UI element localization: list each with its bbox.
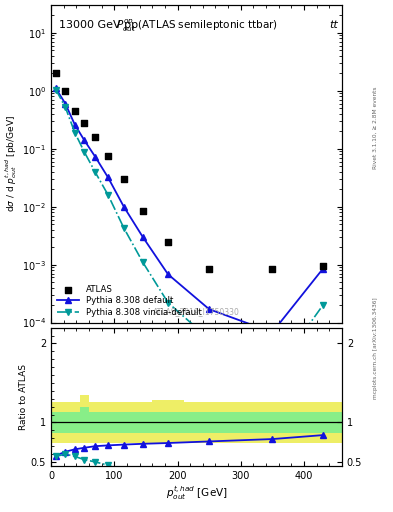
- Line: Pythia 8.308 vincia-default: Pythia 8.308 vincia-default: [53, 87, 326, 379]
- Text: tt: tt: [329, 20, 338, 31]
- ATLAS: [72, 106, 78, 115]
- ATLAS: [140, 207, 146, 215]
- Pythia 8.308 default: [82, 137, 86, 143]
- ATLAS: [320, 262, 326, 270]
- Pythia 8.308 default: [53, 86, 58, 92]
- Pythia 8.308 vincia-default: [321, 302, 325, 308]
- Pythia 8.308 default: [63, 100, 68, 106]
- ATLAS: [81, 119, 87, 127]
- ATLAS: [105, 152, 111, 160]
- Text: ATLAS_2019_I1750330: ATLAS_2019_I1750330: [153, 307, 240, 316]
- Pythia 8.308 default: [72, 121, 77, 127]
- ATLAS: [121, 175, 127, 183]
- Pythia 8.308 vincia-default: [93, 169, 98, 176]
- ATLAS: [62, 87, 68, 95]
- Pythia 8.308 vincia-default: [207, 336, 211, 342]
- Pythia 8.308 vincia-default: [166, 300, 171, 306]
- Pythia 8.308 vincia-default: [63, 104, 68, 110]
- Pythia 8.308 vincia-default: [270, 373, 275, 379]
- Pythia 8.308 vincia-default: [72, 130, 77, 136]
- Pythia 8.308 vincia-default: [53, 87, 58, 93]
- Text: $P_{out}^{op}$ (ATLAS semileptonic ttbar): $P_{out}^{op}$ (ATLAS semileptonic ttbar…: [116, 18, 277, 34]
- ATLAS: [53, 69, 59, 77]
- Pythia 8.308 vincia-default: [121, 225, 126, 231]
- Pythia 8.308 default: [121, 204, 126, 210]
- Pythia 8.308 default: [166, 271, 171, 278]
- Pythia 8.308 vincia-default: [82, 149, 86, 155]
- ATLAS: [206, 265, 212, 273]
- Pythia 8.308 default: [140, 234, 145, 240]
- Text: Rivet 3.1.10, ≥ 2.8M events: Rivet 3.1.10, ≥ 2.8M events: [373, 87, 378, 169]
- Pythia 8.308 default: [207, 306, 211, 312]
- Legend: ATLAS, Pythia 8.308 default, Pythia 8.308 vincia-default: ATLAS, Pythia 8.308 default, Pythia 8.30…: [54, 282, 205, 320]
- ATLAS: [165, 238, 171, 246]
- Pythia 8.308 vincia-default: [106, 191, 110, 198]
- Y-axis label: d$\sigma$ / d $p_{out}^{t,had}$ [pb/GeV]: d$\sigma$ / d $p_{out}^{t,had}$ [pb/GeV]: [4, 115, 19, 212]
- Pythia 8.308 default: [93, 154, 98, 160]
- Pythia 8.308 vincia-default: [140, 259, 145, 265]
- ATLAS: [92, 133, 99, 141]
- Pythia 8.308 default: [270, 329, 275, 335]
- Y-axis label: Ratio to ATLAS: Ratio to ATLAS: [19, 364, 28, 430]
- Pythia 8.308 default: [321, 266, 325, 272]
- Text: mcplots.cern.ch [arXiv:1306.3436]: mcplots.cern.ch [arXiv:1306.3436]: [373, 297, 378, 399]
- Line: Pythia 8.308 default: Pythia 8.308 default: [53, 86, 326, 335]
- X-axis label: $p_{out}^{t,had}$ [GeV]: $p_{out}^{t,had}$ [GeV]: [165, 485, 228, 502]
- ATLAS: [269, 265, 275, 273]
- Pythia 8.308 default: [106, 174, 110, 180]
- Text: 13000 GeV pp: 13000 GeV pp: [59, 20, 138, 31]
